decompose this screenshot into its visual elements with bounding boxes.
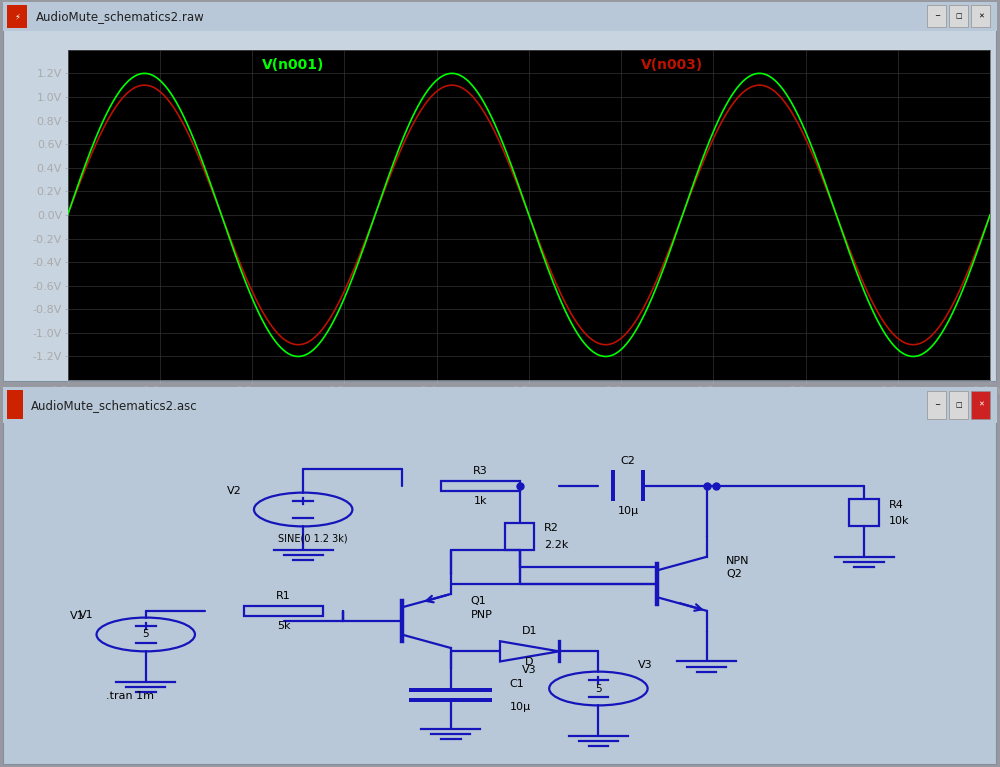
Text: ✕: ✕ <box>978 402 984 408</box>
Bar <box>7 5 27 28</box>
Text: D1: D1 <box>522 627 537 637</box>
Text: 5: 5 <box>595 683 602 693</box>
Text: V1: V1 <box>79 610 94 620</box>
Bar <box>505 523 534 550</box>
Text: □: □ <box>955 13 962 19</box>
Text: 10k: 10k <box>889 516 909 526</box>
Text: V3: V3 <box>522 665 537 675</box>
Text: NPN: NPN <box>726 555 750 565</box>
Text: PNP: PNP <box>470 610 492 620</box>
Text: C2: C2 <box>620 456 635 466</box>
Text: 5: 5 <box>142 630 149 640</box>
Bar <box>3 2 997 31</box>
Text: 1k: 1k <box>474 496 487 506</box>
Text: AudioMute_schematics2.asc: AudioMute_schematics2.asc <box>31 399 197 412</box>
Text: V(n001): V(n001) <box>262 58 325 72</box>
Text: .tran 1m: .tran 1m <box>106 690 154 700</box>
Bar <box>441 481 520 491</box>
Text: Q1: Q1 <box>470 596 486 606</box>
Text: R1: R1 <box>276 591 291 601</box>
Text: 5k: 5k <box>277 621 290 631</box>
Text: ✕: ✕ <box>978 13 984 19</box>
Text: R4: R4 <box>889 499 904 509</box>
Text: R2: R2 <box>544 523 559 533</box>
Text: 10μ: 10μ <box>617 506 638 516</box>
Text: V1: V1 <box>70 611 84 621</box>
Text: R3: R3 <box>473 466 488 476</box>
Bar <box>927 5 946 27</box>
Text: AudioMute_schematics2.raw: AudioMute_schematics2.raw <box>36 10 205 23</box>
Bar <box>949 391 968 419</box>
Bar <box>3 387 997 423</box>
Text: ⚡: ⚡ <box>14 12 20 21</box>
Bar <box>971 391 990 419</box>
Text: □: □ <box>955 402 962 408</box>
Text: Q2: Q2 <box>726 569 742 579</box>
Bar <box>244 606 323 616</box>
Bar <box>949 5 968 27</box>
Text: SINE(0 1.2 3k): SINE(0 1.2 3k) <box>278 533 348 543</box>
Bar <box>849 499 879 526</box>
Text: ─: ─ <box>935 13 939 19</box>
Text: C1: C1 <box>510 679 525 689</box>
Text: 2.2k: 2.2k <box>544 540 569 550</box>
Text: V(n003): V(n003) <box>641 58 703 72</box>
Text: V2: V2 <box>227 486 242 496</box>
Text: D: D <box>525 657 534 667</box>
Text: ─: ─ <box>935 402 939 408</box>
Bar <box>7 390 23 420</box>
Text: V3: V3 <box>638 660 652 670</box>
Bar <box>971 5 990 27</box>
Bar <box>927 391 946 419</box>
Text: 10μ: 10μ <box>510 702 531 712</box>
